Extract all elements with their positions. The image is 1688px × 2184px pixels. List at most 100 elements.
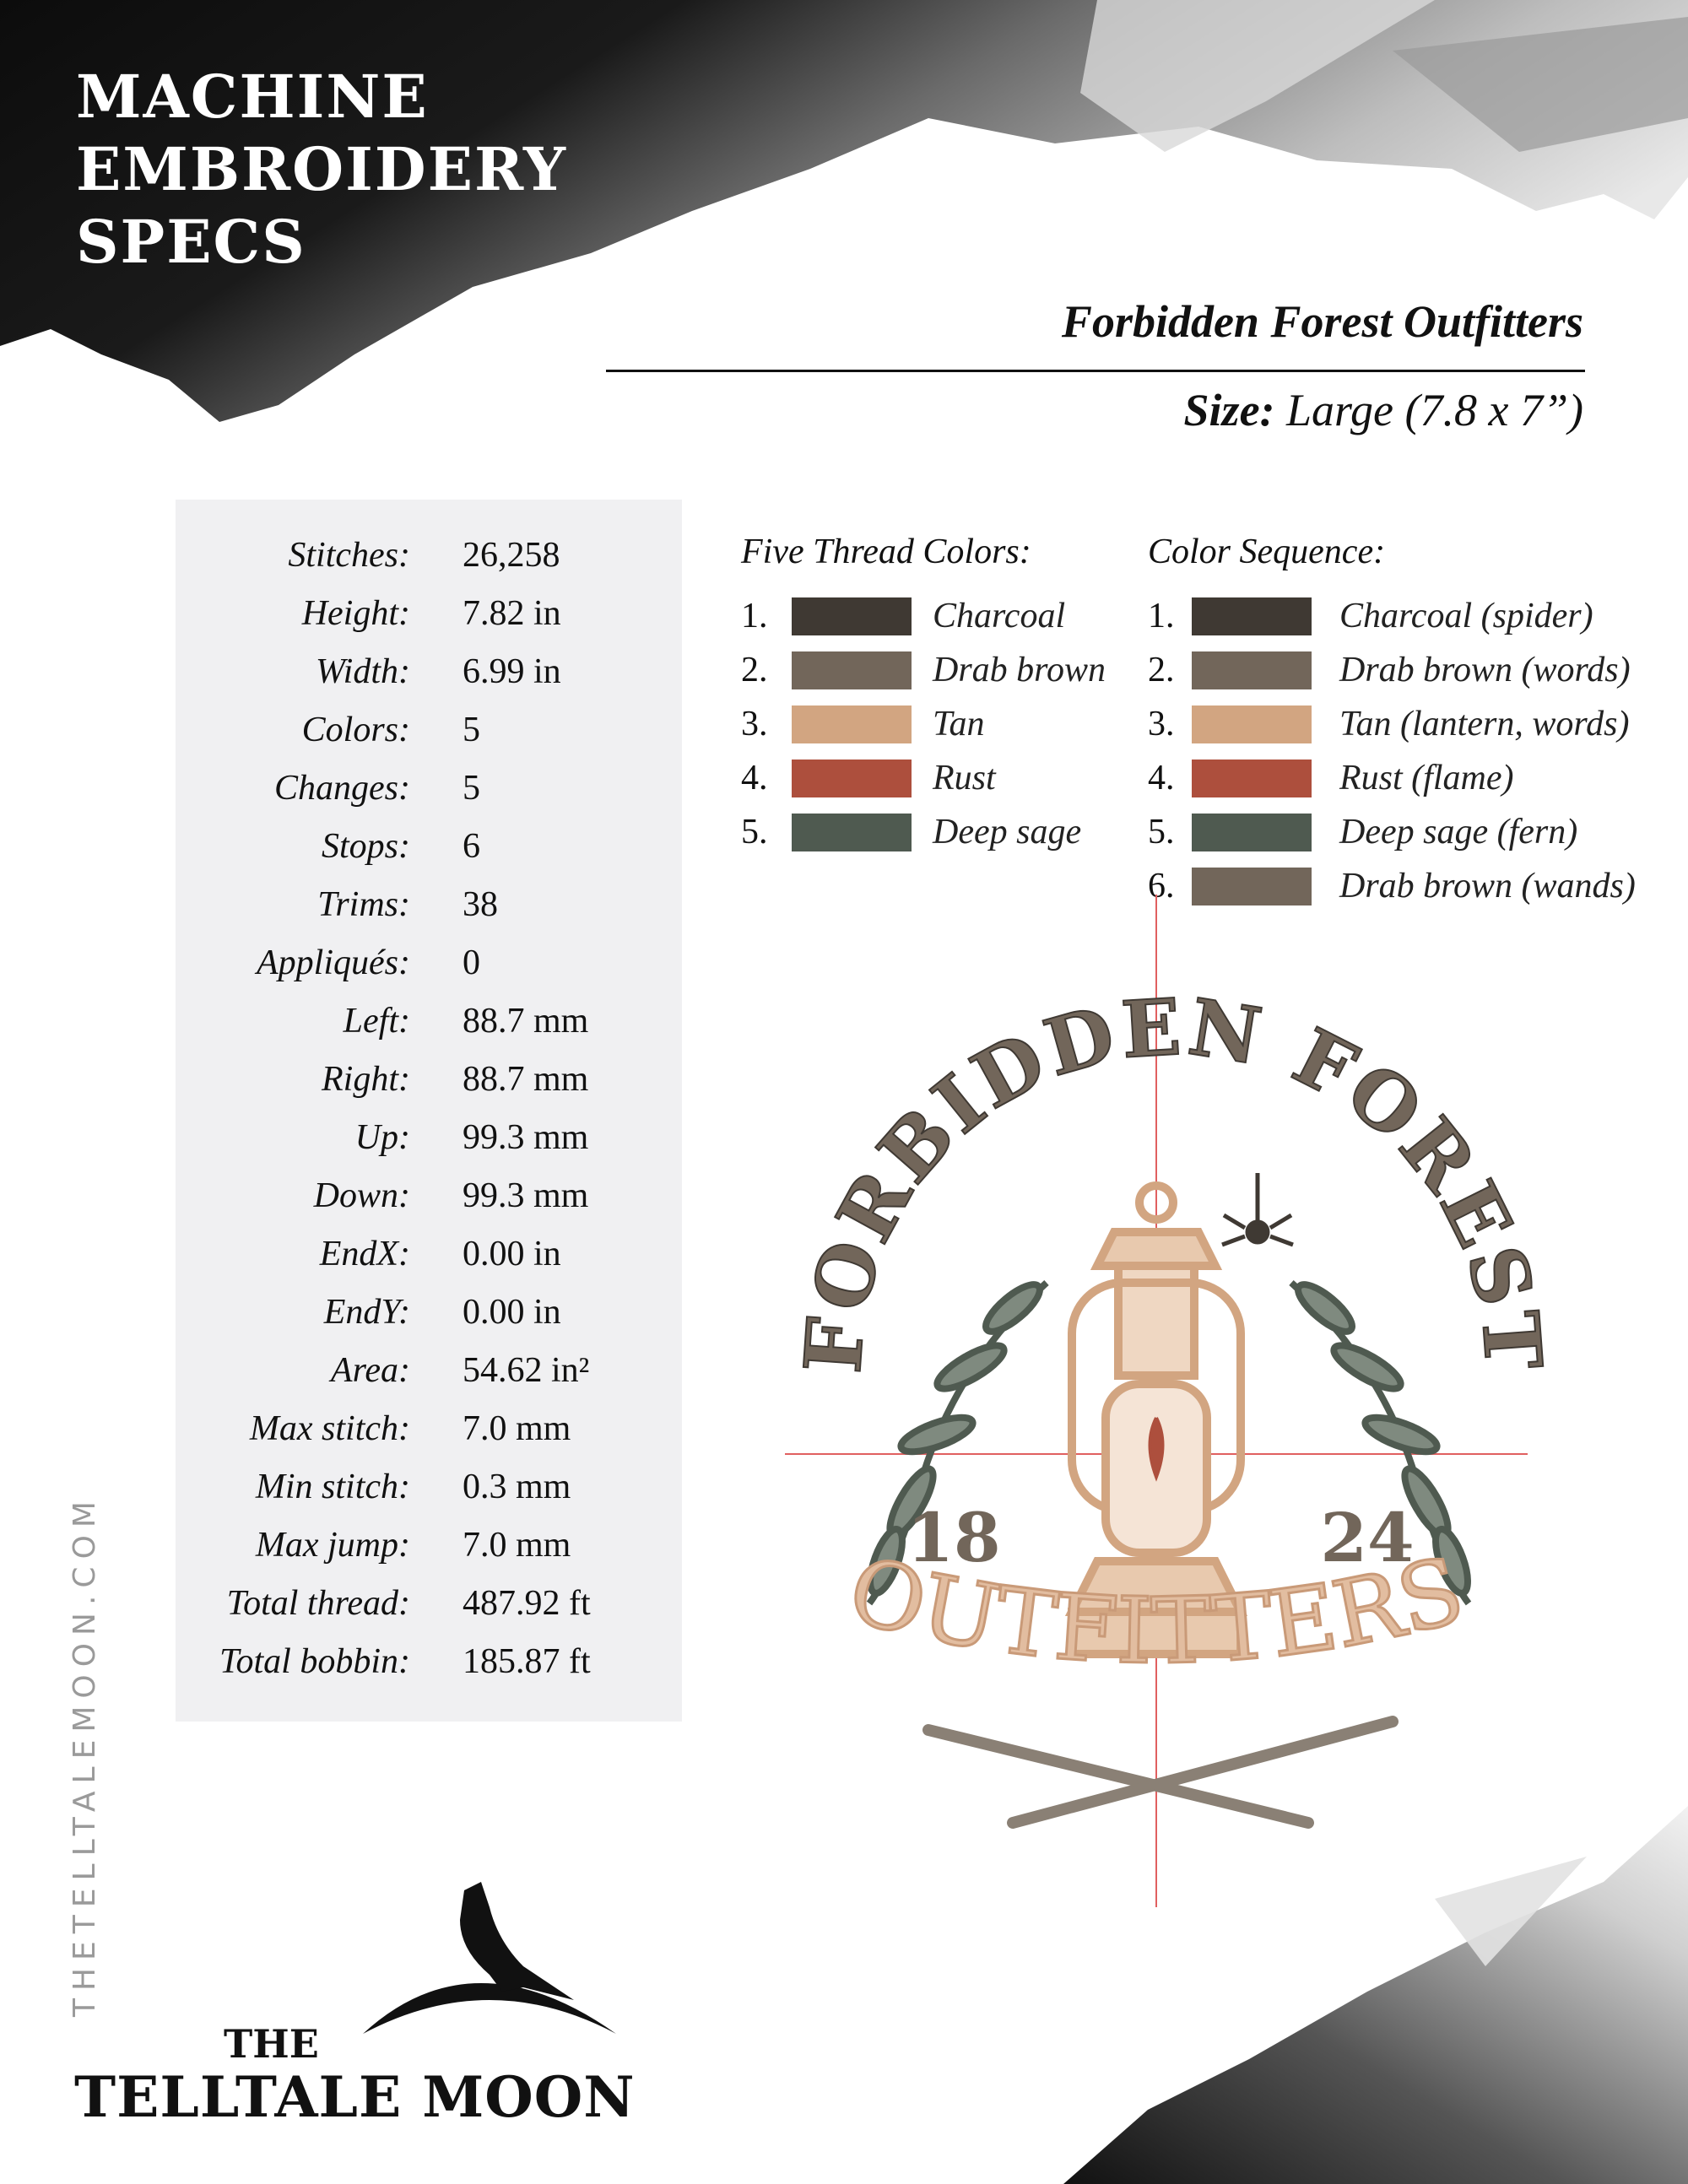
design-size: Size: Large (7.8 x 7”) [1184, 384, 1583, 436]
color-swatch [1192, 868, 1312, 905]
stat-label: Colors: [301, 711, 410, 749]
stat-row: Min stitch: 0.3 mm [176, 1467, 682, 1525]
thread-colors-heading: Five Thread Colors: [741, 532, 1031, 571]
color-name: Drab brown [933, 651, 1106, 689]
title-line: MACHINE [76, 62, 429, 132]
color-swatch [792, 814, 912, 851]
design-name: Forbidden Forest Outfitters [1061, 296, 1583, 347]
stat-row: Total thread: 487.92 ft [176, 1583, 682, 1641]
stat-label: Left: [343, 1002, 410, 1041]
stat-value: 7.82 in [463, 594, 561, 633]
color-swatch [792, 705, 912, 743]
stat-row: Changes: 5 [176, 768, 682, 826]
logo-the: THE [224, 2021, 319, 2067]
crossed-wands-icon [922, 1716, 1399, 1829]
stat-value: 185.87 ft [463, 1642, 591, 1681]
stat-row: Left: 88.7 mm [176, 1001, 682, 1059]
color-sequence-heading: Color Sequence: [1148, 532, 1386, 571]
stat-row: Area: 54.62 in² [176, 1350, 682, 1408]
color-number: 1. [741, 597, 768, 635]
stat-value: 38 [463, 885, 498, 924]
stat-row: Width: 6.99 in [176, 651, 682, 710]
stat-label: Right: [322, 1060, 410, 1099]
color-number: 3. [741, 705, 768, 743]
stat-label: Total thread: [226, 1584, 410, 1623]
stat-value: 6.99 in [463, 652, 561, 691]
color-number: 2. [741, 651, 768, 689]
color-swatch [792, 760, 912, 797]
color-row: 4. Rust (flame) [1148, 758, 1688, 812]
color-swatch [1192, 705, 1312, 743]
color-number: 2. [1148, 651, 1175, 689]
stats-panel: Stitches: 26,258 Height: 7.82 in Width: 6.99 … [176, 500, 682, 1722]
spider-icon [1221, 1173, 1294, 1247]
stat-row: Trims: 38 [176, 884, 682, 943]
stat-value: 7.0 mm [463, 1409, 571, 1448]
stat-label: Trims: [317, 885, 410, 924]
color-number: 1. [1148, 597, 1175, 635]
color-name: Rust (flame) [1339, 759, 1514, 797]
stat-label: Appliqués: [257, 943, 410, 982]
color-row: 6. Drab brown (wands) [1148, 866, 1688, 920]
color-number: 4. [1148, 759, 1175, 797]
stat-row: EndX: 0.00 in [176, 1234, 682, 1292]
title-line: EMBROIDERY [76, 134, 567, 204]
title-line: SPECS [76, 207, 306, 277]
stat-value: 88.7 mm [463, 1002, 589, 1041]
color-row: 5. Deep sage [741, 812, 1332, 866]
color-swatch [1192, 814, 1312, 851]
stat-label: Changes: [274, 769, 410, 808]
color-number: 5. [1148, 813, 1175, 851]
stat-value: 0 [463, 943, 480, 982]
stat-label: Up: [354, 1118, 410, 1157]
raven-logo-icon [363, 1882, 616, 2034]
stat-label: Down: [313, 1176, 410, 1215]
size-label: Size: [1183, 385, 1275, 435]
color-swatch [792, 651, 912, 689]
stat-value: 99.3 mm [463, 1118, 589, 1157]
stat-row: Stitches: 26,258 [176, 535, 682, 593]
stat-label: Height: [301, 594, 410, 633]
color-row: 1. Charcoal [741, 596, 1332, 650]
embroidery-design-preview: FORBIDDEN FOREST 18 24 OUTFITTERS [785, 895, 1545, 1907]
stat-label: EndY: [323, 1293, 410, 1332]
website-text: THETELLTALEMOON.COM [68, 1494, 102, 2017]
color-row: 5. Deep sage (fern) [1148, 812, 1688, 866]
fern-right-icon [1289, 1280, 1472, 1606]
color-swatch [792, 597, 912, 635]
color-swatch [1192, 651, 1312, 689]
color-name: Charcoal [933, 597, 1066, 635]
stat-row: Right: 88.7 mm [176, 1059, 682, 1117]
color-number: 4. [741, 759, 768, 797]
top-brush [0, 0, 1688, 422]
stat-label: Stops: [322, 827, 410, 866]
color-name: Charcoal (spider) [1339, 597, 1593, 635]
color-name: Tan (lantern, words) [1339, 705, 1630, 743]
color-number: 5. [741, 813, 768, 851]
stat-label: Min stitch: [255, 1468, 410, 1506]
color-name: Deep sage (fern) [1339, 813, 1578, 851]
stat-value: 54.62 in² [463, 1351, 590, 1390]
stat-row: Height: 7.82 in [176, 593, 682, 651]
bottom-brush [1063, 1806, 1688, 2184]
stat-row: Colors: 5 [176, 710, 682, 768]
year-right: 24 [1320, 1498, 1414, 1577]
stat-value: 88.7 mm [463, 1060, 589, 1099]
stat-value: 0.00 in [463, 1293, 561, 1332]
color-name: Rust [933, 759, 996, 797]
stat-row: Stops: 6 [176, 826, 682, 884]
color-name: Tan [933, 705, 985, 743]
stat-row: Down: 99.3 mm [176, 1176, 682, 1234]
color-row: 3. Tan [741, 704, 1332, 758]
stat-value: 5 [463, 769, 480, 808]
stat-label: Total bobbin: [219, 1642, 410, 1681]
color-row: 3. Tan (lantern, words) [1148, 704, 1688, 758]
color-swatch [1192, 760, 1312, 797]
stat-value: 5 [463, 711, 480, 749]
stat-value: 7.0 mm [463, 1526, 571, 1565]
divider [606, 370, 1585, 372]
stat-row: Max jump: 7.0 mm [176, 1525, 682, 1583]
color-name: Drab brown (wands) [1339, 867, 1636, 905]
stat-row: Max stitch: 7.0 mm [176, 1408, 682, 1467]
